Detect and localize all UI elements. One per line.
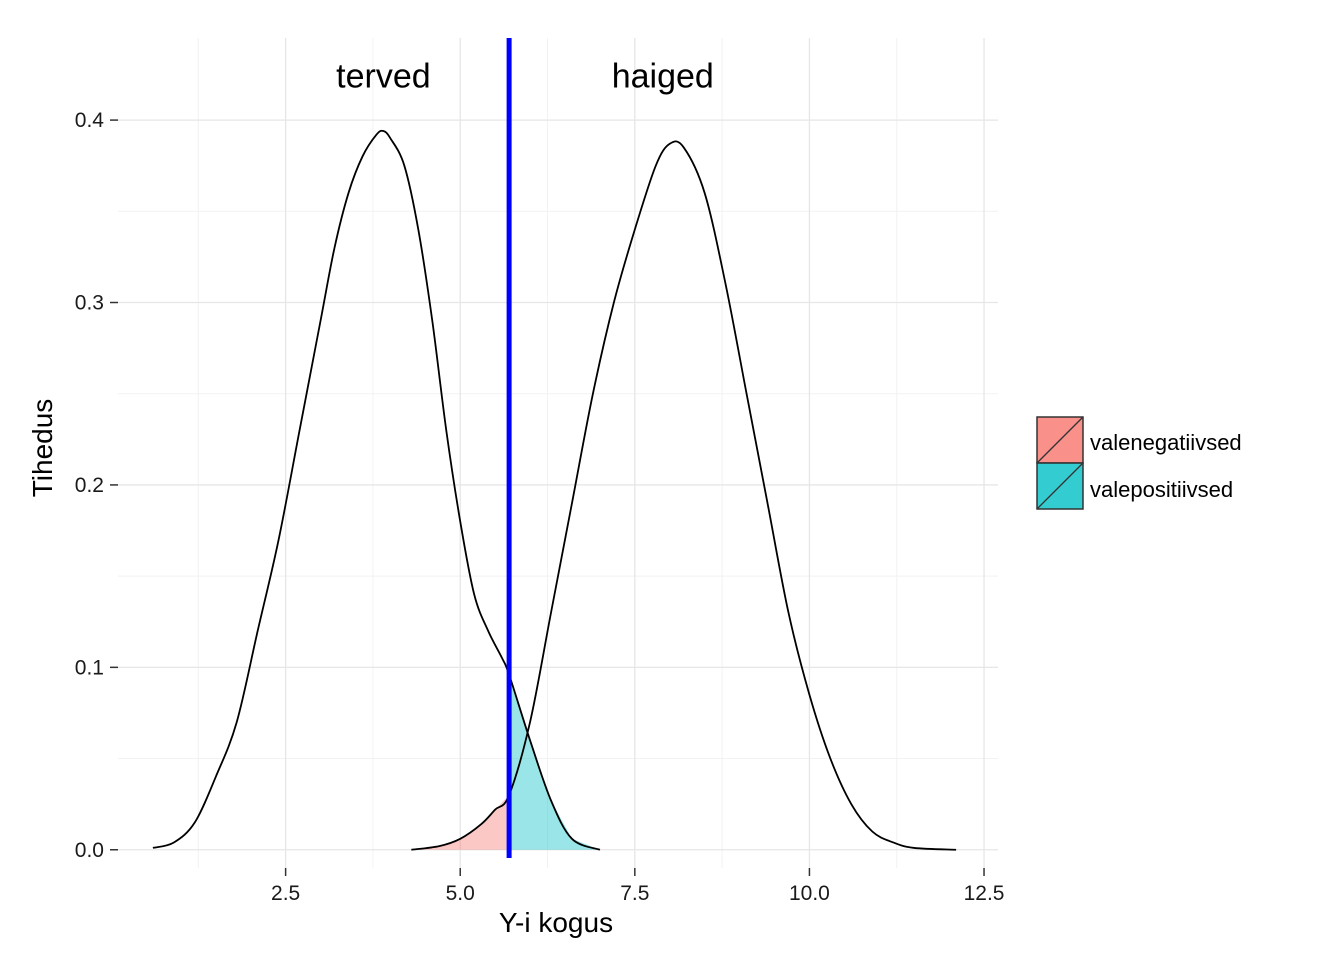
y-tick-label: 0.3 xyxy=(75,292,104,315)
y-tick-label: 0.4 xyxy=(75,109,105,132)
legend-label-valenegatiivsed: valenegatiivsed xyxy=(1090,430,1242,455)
legend-item-valepositiivsed: valepositiivsed xyxy=(1036,462,1233,510)
shaded-region-valenegatiivsed xyxy=(411,795,510,850)
annotation-haiged: haiged xyxy=(612,57,714,95)
annotation-terved: terved xyxy=(336,57,431,95)
y-tick-label: 0.0 xyxy=(75,839,104,862)
legend: valenegatiivsed valepositiivsed xyxy=(1036,416,1242,510)
x-axis-title: Y-i kogus xyxy=(499,907,613,938)
x-tick-label: 10.0 xyxy=(789,882,830,905)
density-curve-0 xyxy=(152,129,601,851)
shaded-region-valepositiivsed xyxy=(509,674,600,850)
density-curves xyxy=(152,129,957,851)
legend-item-valenegatiivsed: valenegatiivsed xyxy=(1036,416,1242,464)
y-tick-label: 0.2 xyxy=(75,474,104,497)
legend-label-valepositiivsed: valepositiivsed xyxy=(1090,477,1233,502)
legend-swatch-slash xyxy=(1036,416,1084,464)
y-axis-title: Tihedus xyxy=(27,399,58,498)
grid-lines xyxy=(118,38,998,868)
x-tick-label: 2.5 xyxy=(271,882,300,905)
density-curve-1 xyxy=(411,140,957,851)
x-tick-label: 7.5 xyxy=(620,882,649,905)
x-tick-label: 5.0 xyxy=(446,882,475,905)
y-tick-label: 0.1 xyxy=(75,656,104,679)
axes: 2.5 5.0 7.5 10.0 12.5 0.0 0.1 0.2 0.3 0.4 xyxy=(75,109,1005,905)
legend-swatch-slash xyxy=(1036,462,1084,510)
x-tick-label: 12.5 xyxy=(964,882,1005,905)
shaded-regions xyxy=(411,674,600,850)
